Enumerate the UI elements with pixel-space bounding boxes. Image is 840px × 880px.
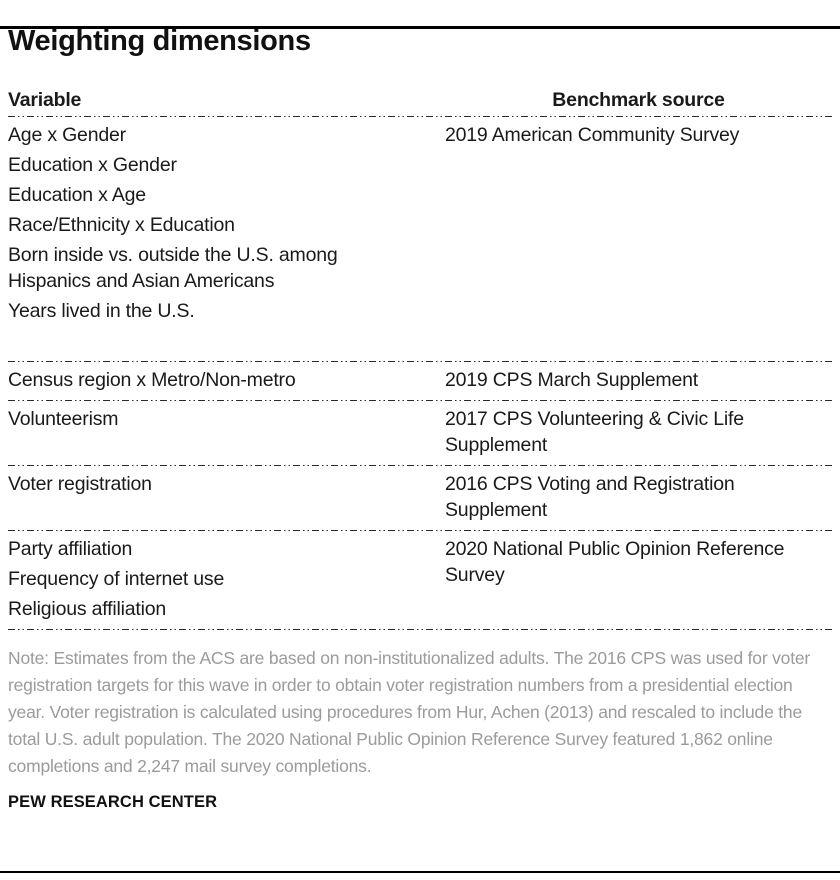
benchmark-source-text: 2019 American Community Survey [445, 124, 740, 146]
table-row-group-census-region: Census region x Metro/Non-metro 2019 CPS… [8, 362, 832, 399]
variable-cell: Born inside vs. outside the U.S. among H… [8, 244, 338, 292]
benchmark-source-text: 2019 CPS March Supplement [445, 369, 698, 391]
variable-cell: Race/Ethnicity x Education [8, 214, 235, 236]
footnote-text: Note: Estimates from the ACS are based o… [8, 648, 811, 776]
benchmark-source-text: 2017 CPS Volunteering & Civic Life Suppl… [445, 408, 744, 456]
table-row-group-voter-registration: Voter registration 2016 CPS Voting and R… [8, 466, 832, 529]
table-bottom-divider [8, 628, 832, 630]
top-rule [0, 26, 840, 29]
benchmark-source-cell: 2019 American Community Survey [445, 122, 832, 324]
benchmark-source-cell: 2020 National Public Opinion Reference S… [445, 536, 832, 622]
variable-cell: Years lived in the U.S. [8, 300, 195, 322]
row-divider [8, 399, 832, 401]
variable-cell: Voter registration [8, 473, 152, 495]
source-attribution: PEW RESEARCH CENTER [8, 793, 218, 811]
variable-cell: Party affiliation [8, 538, 133, 560]
table-row-group-npors: Party affiliation Frequency of internet … [8, 531, 832, 628]
variable-cell: Census region x Metro/Non-metro [8, 369, 296, 391]
variable-cell-group: Census region x Metro/Non-metro [8, 367, 445, 393]
column-header-benchmark-source: Benchmark source [552, 89, 725, 111]
page-title: Weighting dimensions [8, 25, 311, 57]
benchmark-source-cell: 2019 CPS March Supplement [445, 367, 832, 393]
row-divider [8, 529, 832, 531]
benchmark-source-text: 2016 CPS Voting and Registration Supplem… [445, 473, 735, 521]
variable-cell: Volunteerism [8, 408, 119, 430]
variable-cell-group: Volunteerism [8, 406, 445, 458]
benchmark-source-cell: 2017 CPS Volunteering & Civic Life Suppl… [445, 406, 832, 458]
variable-cell: Education x Gender [8, 154, 177, 176]
table-row-group-volunteerism: Volunteerism 2017 CPS Volunteering & Civ… [8, 401, 832, 464]
variable-cell-group: Party affiliation Frequency of internet … [8, 536, 445, 622]
variable-cell-group: Voter registration [8, 471, 445, 523]
row-divider [8, 360, 832, 362]
benchmark-source-cell: 2016 CPS Voting and Registration Supplem… [445, 471, 832, 523]
report-figure: Weighting dimensions Variable Benchmark … [0, 24, 840, 812]
column-header-variable: Variable [8, 89, 82, 111]
row-divider [8, 464, 832, 466]
variable-cell: Religious affiliation [8, 598, 167, 620]
header-divider [8, 115, 832, 117]
variable-cell: Age x Gender [8, 124, 126, 146]
table-row-group-acs: Age x Gender Education x Gender Educatio… [8, 117, 832, 360]
variable-cell: Education x Age [8, 184, 146, 206]
bottom-rule [0, 871, 840, 873]
table-header-row: Variable Benchmark source [8, 88, 832, 115]
benchmark-source-text: 2020 National Public Opinion Reference S… [445, 538, 785, 586]
variable-cell: Frequency of internet use [8, 568, 225, 590]
variable-cell-group: Age x Gender Education x Gender Educatio… [8, 122, 445, 324]
